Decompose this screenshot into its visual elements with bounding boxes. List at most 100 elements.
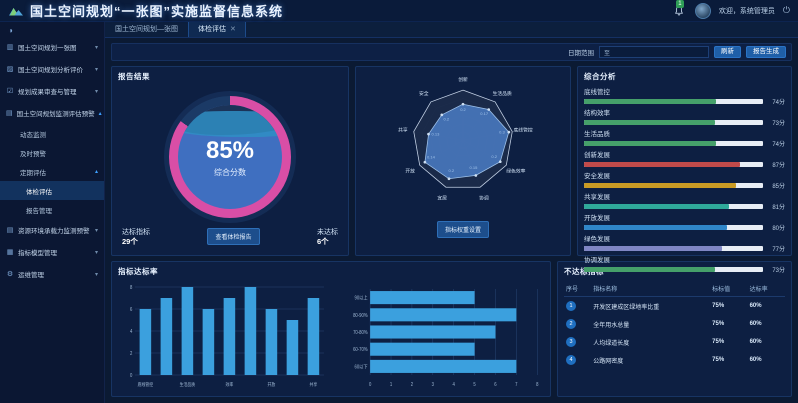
horizontal-bar-chart-box: 90以上 80-90% 70-80% 60-70% 60以下 0 1 2 3 4 5 6 7 8 <box>333 281 544 391</box>
vertical-bar-chart-box: 0 2 4 6 8 底线管控 生活品质 效率 开放 共享 <box>118 281 329 391</box>
svg-text:生活品质: 生活品质 <box>493 90 512 97</box>
sidebar-item-carrying-capacity[interactable]: ▤ 资源环境承载力监测预警 ▾ <box>0 219 104 241</box>
panel-comprehensive-analysis-title: 综合分析 <box>584 72 616 81</box>
score-value-label: 综合分数 <box>214 167 246 177</box>
row-name: 全年用水总量 <box>593 322 630 329</box>
tab-strip: 国土空间规划—张图 体检评估 ✕ <box>0 21 798 38</box>
sidebar-item-timely-warning[interactable]: 及时预警 <box>0 143 104 162</box>
svg-text:0.2: 0.2 <box>449 168 455 173</box>
tab-health-assessment[interactable]: 体检评估 ✕ <box>188 21 246 37</box>
svg-text:开放: 开放 <box>405 167 415 174</box>
analysis-bar-value: 87分 <box>772 163 785 169</box>
analysis-bar-value: 80分 <box>772 226 785 232</box>
charts-row: 0 2 4 6 8 底线管控 生活品质 效率 开放 共享 90以上 80-90% 70-80% 60-… <box>118 281 544 391</box>
table-column-header: 标标值 <box>710 281 748 297</box>
table-row[interactable]: 3 人均绿道长度 75% 60% <box>564 333 785 351</box>
analysis-bar-label: 协调发展 <box>584 257 610 264</box>
sidebar-item-onemap[interactable]: ▥ 国土空间规划一张图 ▾ <box>0 36 104 58</box>
table-column-header: 指标名称 <box>591 281 711 297</box>
svg-text:0.17: 0.17 <box>480 111 489 116</box>
analysis-bar-track <box>584 99 763 104</box>
panel-failed-indicators-body: 序号 指标名称 标标值 达标率 1 开发区建成区绿地率比重 75% 60% 2 全年用水总量 75… <box>558 279 791 396</box>
sidebar-item-health-assessment-label: 体检评估 <box>26 188 52 196</box>
row-index: 1 <box>564 297 591 316</box>
svg-text:0.3: 0.3 <box>499 129 505 134</box>
sidebar-item-dynamic-monitor[interactable]: 动态监测 <box>0 124 104 143</box>
sidebar-item-monitoring[interactable]: ▤ 国土空间规划监测评估预警 ▴ <box>0 102 104 124</box>
notification-badge: 1 <box>675 0 684 8</box>
analysis-bar-row: 结构效率 73分 <box>584 107 785 127</box>
generate-report-button[interactable]: 报告生成 <box>746 45 786 59</box>
analysis-bar-label: 生活品质 <box>584 131 610 138</box>
svg-text:90以上: 90以上 <box>355 294 368 300</box>
row-target: 75% <box>712 339 725 345</box>
notification-bell[interactable]: 1 <box>673 0 687 18</box>
table-row[interactable]: 2 全年用水总量 75% 60% <box>564 315 785 333</box>
sidebar-item-ops-label: 运维管理 <box>18 272 44 279</box>
sidebar-item-dynamic-monitor-label: 动态监测 <box>20 131 46 139</box>
wave-light-decoration <box>178 111 282 137</box>
svg-text:8: 8 <box>130 285 133 290</box>
svg-text:底线管控: 底线管控 <box>513 126 532 133</box>
analysis-bar-row: 开放发展 80分 <box>584 212 785 232</box>
refresh-button[interactable]: 刷新 <box>714 45 741 59</box>
sidebar-item-analysis[interactable]: ▨ 国土空间规划分析评价 ▾ <box>0 58 104 80</box>
svg-text:7: 7 <box>515 382 518 387</box>
sidebar: ◑ ▥ 国土空间规划一张图 ▾ ▨ 国土空间规划分析评价 ▾ ☑ 规划成果审查与… <box>0 22 105 403</box>
row-rate: 60% <box>749 321 762 327</box>
page-title: 国土空间规划“一张图”实施监督信息系统 <box>30 4 284 19</box>
sidebar-item-onemap-label: 国土空间规划一张图 <box>18 45 77 52</box>
panel-comprehensive-analysis: 综合分析 底线管控 74分 结构效率 73分 生活品质 74分 创新发展 87分 安全发展 85分… <box>577 66 792 274</box>
map-icon: ▥ <box>6 44 14 51</box>
sidebar-item-index-model[interactable]: ▦ 指标模型管理 ▾ <box>0 241 104 263</box>
fail-stat-label: 未达标 <box>316 229 338 237</box>
sidebar-item-periodic-assessment[interactable]: 定期评估 ▴ <box>0 162 104 181</box>
close-icon[interactable]: ✕ <box>230 26 236 33</box>
analysis-bar-row: 绿色发展 77分 <box>584 233 785 253</box>
table-row[interactable]: 4 公路网密度 75% 60% <box>564 351 785 369</box>
weight-settings-button[interactable]: 指标权重设置 <box>436 221 489 238</box>
analysis-bar-label: 安全发展 <box>584 173 610 180</box>
sidebar-item-report-manage[interactable]: 报告管理 <box>0 200 104 219</box>
table-body: 1 开发区建成区绿地率比重 75% 60% 2 全年用水总量 75% 60% 3 人均绿道长度 75… <box>564 297 785 370</box>
chevron-down-icon: ▾ <box>94 88 98 95</box>
sidebar-item-health-assessment[interactable]: 体检评估 <box>0 181 104 200</box>
power-icon[interactable]: ⏻ <box>782 5 790 15</box>
row-rate: 60% <box>749 357 762 363</box>
chevron-down-icon: ▾ <box>94 44 98 51</box>
header-actions: 1 欢迎，系统管理员 ⏻ <box>673 0 790 19</box>
svg-text:0: 0 <box>130 373 133 378</box>
svg-text:60-70%: 60-70% <box>353 347 367 352</box>
date-range-input[interactable]: 至 <box>599 46 709 58</box>
row-name: 公路网密度 <box>593 358 624 365</box>
sidebar-item-ops[interactable]: ⚙ 运维管理 ▾ <box>0 263 104 285</box>
mountain-logo-icon <box>9 7 23 15</box>
sidebar-collapse-toggle[interactable]: ◑ <box>0 24 104 36</box>
analysis-bar-value: 77分 <box>772 247 785 253</box>
body-area: ◑ ▥ 国土空间规划一张图 ▾ ▨ 国土空间规划分析评价 ▾ ☑ 规划成果审查与… <box>0 22 798 403</box>
svg-text:70-80%: 70-80% <box>353 330 367 335</box>
date-range-value: 至 <box>604 50 611 57</box>
radar-chart-wrap: 创新 生活品质 底线管控 绿色效率 协调 宜居 开放 共享 安全 0.2 0.17 0.3 0.2 0.… <box>362 69 564 221</box>
analysis-bar-track <box>584 183 763 188</box>
avatar[interactable] <box>694 2 711 19</box>
analysis-bar-track <box>584 225 763 230</box>
tab-onemap[interactable]: 国土空间规划—张图 <box>105 21 188 37</box>
gear-icon: ⚙ <box>6 271 14 278</box>
row-index: 2 <box>564 315 591 333</box>
sidebar-item-review[interactable]: ☑ 规划成果审查与管理 ▾ <box>0 80 104 102</box>
analysis-bar-track <box>584 204 763 209</box>
row-name: 人均绿道长度 <box>593 340 630 347</box>
svg-text:60以下: 60以下 <box>355 364 368 370</box>
table-row[interactable]: 1 开发区建成区绿地率比重 75% 60% <box>564 297 785 316</box>
svg-text:0.2: 0.2 <box>460 107 466 112</box>
analysis-bar-list: 底线管控 74分 结构效率 73分 生活品质 74分 创新发展 87分 安全发展 85分 共享发展 8… <box>584 86 785 274</box>
view-report-button[interactable]: 查看体检报告 <box>207 228 260 245</box>
panel-radar: 创新 生活品质 底线管控 绿色效率 协调 宜居 开放 共享 安全 0.2 0.17 0.3 0.2 0.… <box>355 66 571 256</box>
svg-text:绿色效率: 绿色效率 <box>506 167 525 174</box>
analysis-bar-label: 底线管控 <box>584 89 610 96</box>
tab-health-assessment-label: 体检评估 <box>198 26 226 33</box>
analysis-bar-track <box>584 267 763 272</box>
score-donut: 85% 综合分数 <box>169 96 291 218</box>
analysis-bar-row: 协调发展 73分 <box>584 254 785 274</box>
